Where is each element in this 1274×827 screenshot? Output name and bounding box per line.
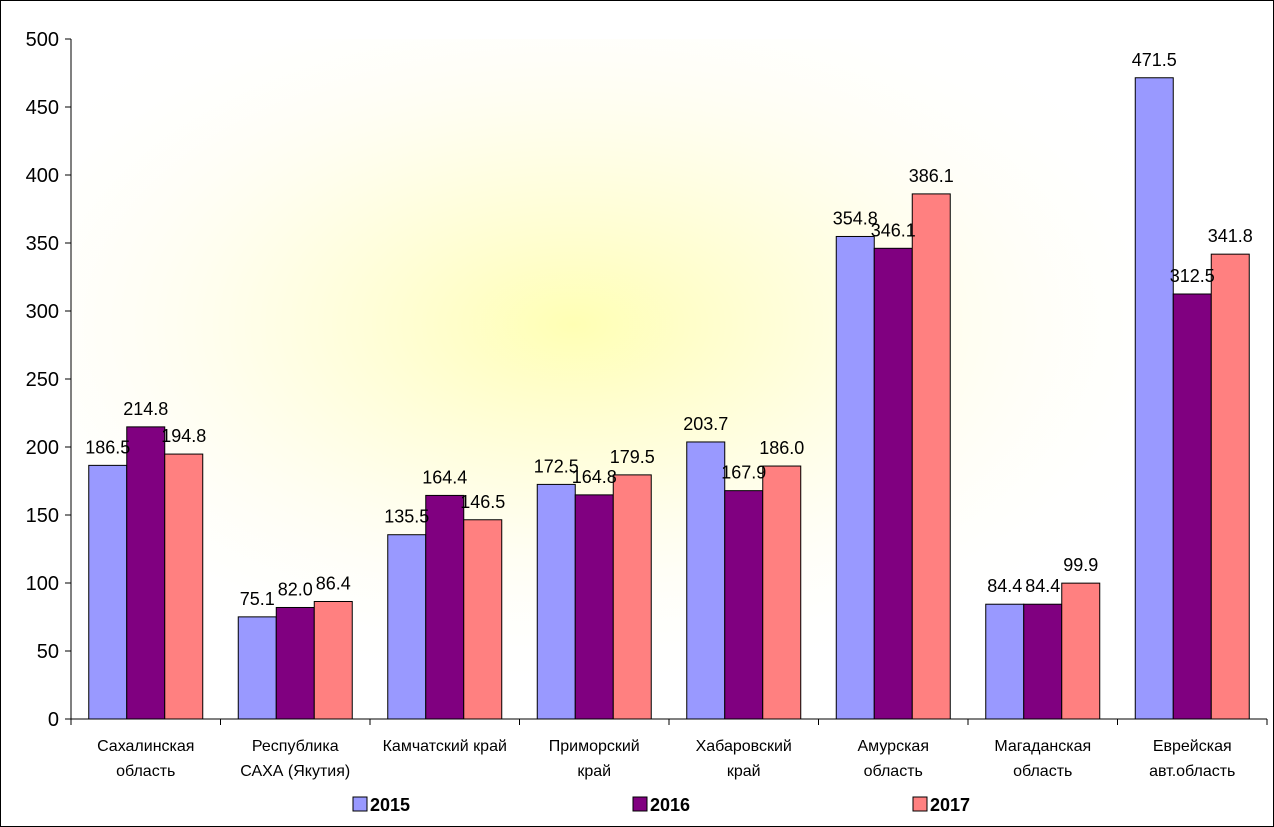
data-label: 214.8: [123, 399, 168, 419]
y-tick-label: 150: [26, 505, 59, 527]
data-label: 135.5: [384, 507, 429, 527]
bar-2015-7: [1134, 77, 1174, 720]
data-label: 84.4: [1025, 576, 1060, 596]
bar-2017-4: [762, 465, 802, 720]
data-label: 186.0: [759, 438, 804, 458]
x-category-label: область: [1013, 763, 1072, 780]
bar-2015-4: [686, 441, 726, 720]
bar-2015-6: [985, 603, 1025, 720]
bar-2017-5: [911, 193, 951, 720]
data-label: 82.0: [278, 579, 313, 599]
data-label: 164.8: [572, 467, 617, 487]
legend-swatch-2017: [912, 796, 928, 812]
data-label: 354.8: [833, 208, 878, 228]
y-tick-label: 0: [48, 709, 59, 731]
bar-2017-6: [1061, 582, 1101, 720]
legend-label-2017: 2017: [930, 795, 970, 815]
x-category-label: Еврейская: [1153, 738, 1232, 755]
y-tick-label: 250: [26, 369, 59, 391]
y-tick-label: 350: [26, 233, 59, 255]
bar-2017-7: [1210, 253, 1250, 720]
y-tick-label: 50: [37, 641, 59, 663]
x-category-label: САХА (Якутия): [240, 763, 350, 780]
x-category-label: Амурская: [858, 738, 929, 755]
bar-2016-1: [275, 606, 315, 720]
y-tick-label: 200: [26, 437, 59, 459]
x-category-label: Камчатский край: [383, 738, 507, 755]
legend-swatch-2016: [632, 796, 648, 812]
y-tick-label: 400: [26, 165, 59, 187]
data-label: 99.9: [1063, 555, 1098, 575]
data-label: 179.5: [610, 447, 655, 467]
legend-swatch-2015: [352, 796, 368, 812]
bar-2016-5: [873, 247, 913, 720]
legend-label-2015: 2015: [370, 795, 410, 815]
data-label: 346.1: [871, 220, 916, 240]
bar-2015-5: [835, 235, 875, 720]
data-label: 164.4: [422, 467, 467, 487]
x-category-label: Республика: [252, 738, 339, 755]
data-label: 186.5: [85, 437, 130, 457]
bar-2017-0: [164, 453, 204, 720]
bar-2017-2: [463, 519, 503, 720]
data-label: 312.5: [1170, 266, 1215, 286]
data-label: 84.4: [987, 576, 1022, 596]
bar-2016-6: [1023, 603, 1063, 720]
bar-2016-2: [425, 494, 465, 720]
legend-label-2016: 2016: [650, 795, 690, 815]
bar-2015-1: [237, 616, 277, 720]
x-category-label: край: [577, 763, 611, 780]
x-category-label: Приморский: [549, 738, 640, 755]
data-label: 146.5: [460, 492, 505, 512]
bar-2017-3: [612, 474, 652, 720]
x-category-label: Сахалинская: [97, 738, 194, 755]
x-category-label: область: [864, 763, 923, 780]
x-category-label: край: [727, 763, 761, 780]
bar-2016-3: [574, 494, 614, 720]
data-label: 75.1: [240, 589, 275, 609]
data-label: 386.1: [909, 166, 954, 186]
y-tick-label: 450: [26, 97, 59, 119]
bar-2017-1: [313, 600, 353, 720]
bar-2015-0: [88, 464, 128, 720]
data-label: 86.4: [316, 573, 351, 593]
bar-2015-3: [536, 483, 576, 720]
data-label: 194.8: [161, 426, 206, 446]
y-tick-label: 300: [26, 301, 59, 323]
x-category-label: область: [116, 763, 175, 780]
data-label: 203.7: [683, 414, 728, 434]
y-tick-label: 100: [26, 573, 59, 595]
bar-2016-7: [1172, 293, 1212, 720]
x-category-label: Хабаровский: [696, 738, 792, 755]
x-category-label: Магаданская: [994, 738, 1091, 755]
x-category-label: авт.область: [1149, 763, 1235, 780]
data-label: 172.5: [534, 456, 579, 476]
data-label: 471.5: [1132, 50, 1177, 70]
data-label: 167.9: [721, 463, 766, 483]
y-tick-label: 500: [26, 29, 59, 51]
bar-2016-4: [724, 490, 764, 720]
bar-2015-2: [387, 534, 427, 720]
bar-2016-0: [126, 426, 166, 720]
data-label: 341.8: [1208, 226, 1253, 246]
